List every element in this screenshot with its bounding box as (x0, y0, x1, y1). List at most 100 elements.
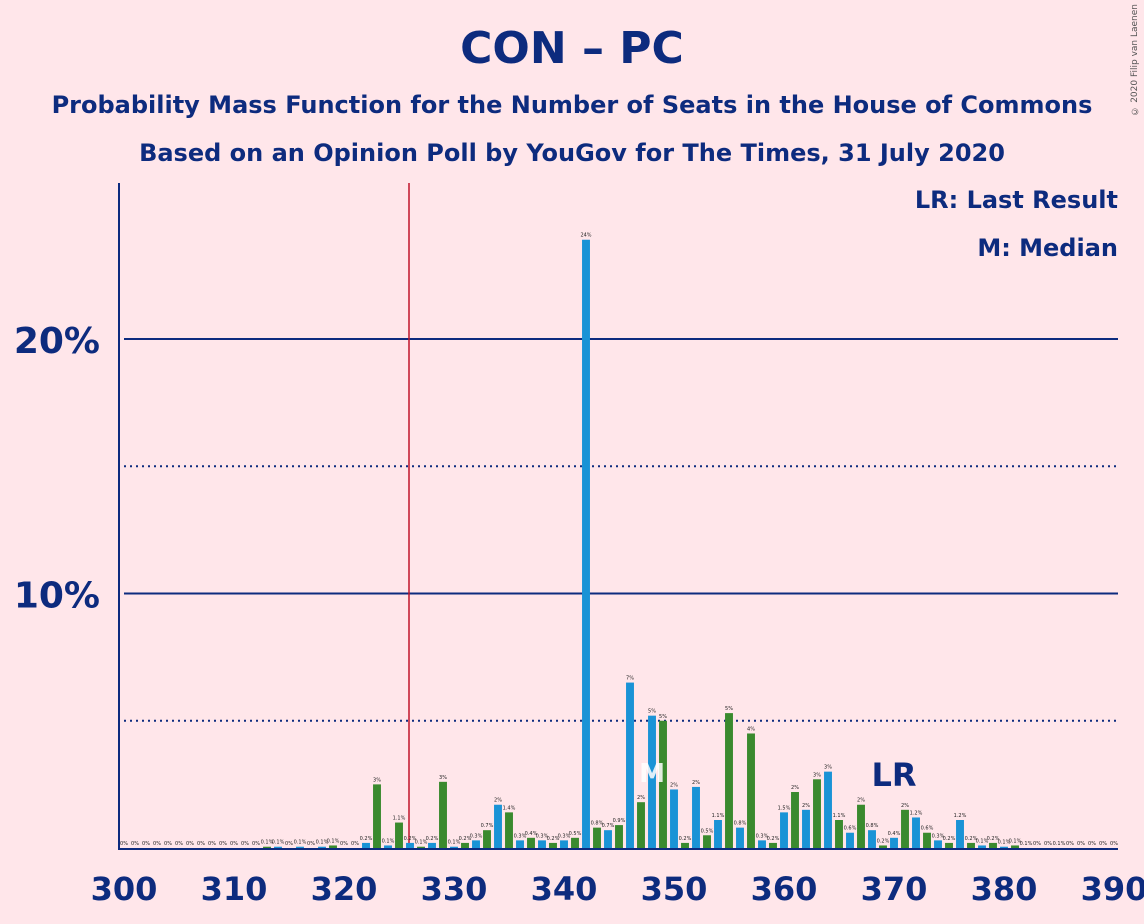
bar-value-label: 0% (153, 841, 161, 847)
bar-value-label: 0.7% (602, 823, 615, 829)
bar (714, 820, 722, 848)
bar (571, 837, 579, 848)
bar (406, 842, 414, 848)
bar-value-label: 2% (901, 803, 909, 809)
bar-value-label: 0.1% (1053, 841, 1066, 847)
bar-value-label: 0% (351, 841, 359, 847)
bar (912, 817, 920, 848)
bar-value-label: 0.1% (261, 840, 274, 846)
bar (670, 789, 678, 848)
bar-value-label: 4% (747, 726, 755, 732)
bar-value-label: 0.7% (481, 823, 494, 829)
bar-value-label: 0.1% (1009, 838, 1022, 844)
bar-value-label: 0% (307, 841, 315, 847)
bar-value-label: 0% (186, 841, 194, 847)
bar-value-label: 0% (1088, 841, 1096, 847)
bar (802, 809, 810, 848)
bar (439, 781, 447, 848)
x-tick-label: 310 (201, 870, 268, 908)
bar-value-label: 0% (1033, 841, 1041, 847)
bar-value-label: 0.2% (459, 836, 472, 842)
bar-value-label: 0% (1110, 841, 1118, 847)
bar (329, 845, 337, 848)
chart-subtitle: Probability Mass Function for the Number… (51, 91, 1093, 119)
x-tick-label: 350 (641, 870, 708, 908)
bar (615, 825, 623, 848)
bar-value-label: 0.1% (327, 838, 340, 844)
bar-value-label: 0% (340, 841, 348, 847)
bar-value-label: 2% (637, 795, 645, 801)
bar-value-label: 0% (197, 841, 205, 847)
bar-value-label: 0.2% (679, 836, 692, 842)
bar (483, 830, 491, 848)
y-tick-label: 10% (14, 576, 100, 617)
x-tick-label: 300 (91, 870, 158, 908)
bar (549, 842, 557, 848)
bar-value-label: 0% (230, 841, 238, 847)
bar (945, 842, 953, 848)
bar-value-label: 0.8% (591, 821, 604, 827)
bar-value-label: 0% (175, 841, 183, 847)
bar-value-label: 0.5% (701, 828, 714, 834)
bar (1000, 846, 1008, 848)
bar-value-label: 24% (580, 233, 591, 239)
bar (263, 846, 271, 848)
bar (417, 846, 425, 848)
bar (450, 846, 458, 848)
bar-value-label: 0.8% (734, 821, 747, 827)
bar-value-label: 0.5% (569, 831, 582, 837)
x-tick-label: 360 (751, 870, 818, 908)
bar-value-label: 0.1% (998, 840, 1011, 846)
bar-value-label: 0.8% (866, 823, 879, 829)
bar (472, 840, 480, 848)
bar-value-label: 0.9% (613, 818, 626, 824)
bar (428, 842, 436, 848)
gridlines (124, 183, 1118, 848)
bar-value-label: 0% (285, 841, 293, 847)
bar-value-label: 0% (208, 841, 216, 847)
bar (560, 840, 568, 848)
bar (659, 720, 667, 848)
bar-value-label: 0.1% (976, 838, 989, 844)
bar (296, 846, 304, 848)
bars: 0% 0% 0% 0% 0% 0% 0% 0% 0% 0% 0% 0% 0% 0.1%0.1% 0% 0.1%… (120, 233, 1118, 848)
bar-value-label: 0.1% (316, 840, 329, 846)
bar (373, 784, 381, 848)
bar-value-label: 0.2% (987, 836, 1000, 842)
bar (835, 820, 843, 848)
bar-value-label: 7% (626, 676, 634, 682)
bar-value-label: 0.1% (382, 838, 395, 844)
bar-value-label: 2% (791, 785, 799, 791)
bar (461, 842, 469, 848)
bar-value-label: 0.3% (558, 833, 571, 839)
bar (527, 837, 535, 848)
bar (791, 792, 799, 848)
bar-value-label: 0.2% (426, 836, 439, 842)
x-tick-label: 340 (531, 870, 598, 908)
bar (923, 832, 931, 848)
bar-value-label: 2% (670, 782, 678, 788)
chart-source: Based on an Opinion Poll by YouGov for T… (139, 139, 1005, 167)
bar-value-label: 0.2% (360, 836, 373, 842)
legend-last-result: LR: Last Result (915, 186, 1118, 214)
bar-value-label: 0% (142, 841, 150, 847)
bar-value-label: 5% (659, 714, 667, 720)
x-tick-label: 320 (311, 870, 378, 908)
bar (395, 822, 403, 848)
bar (736, 827, 744, 848)
bar-value-label: 0.2% (547, 836, 560, 842)
bar-value-label: 0% (120, 841, 128, 847)
bar (593, 827, 601, 848)
bar (813, 779, 821, 848)
bar-value-label: 0.1% (415, 840, 428, 846)
bar-value-label: 0.4% (525, 831, 538, 837)
bar (648, 715, 656, 848)
bar-value-label: 1.1% (393, 816, 406, 822)
bar-value-label: 2% (692, 780, 700, 786)
bar (769, 842, 777, 848)
bar-value-label: 0% (1044, 841, 1052, 847)
bar (604, 830, 612, 848)
bar-value-label: 3% (824, 765, 832, 771)
bar-value-label: 0.1% (448, 840, 461, 846)
